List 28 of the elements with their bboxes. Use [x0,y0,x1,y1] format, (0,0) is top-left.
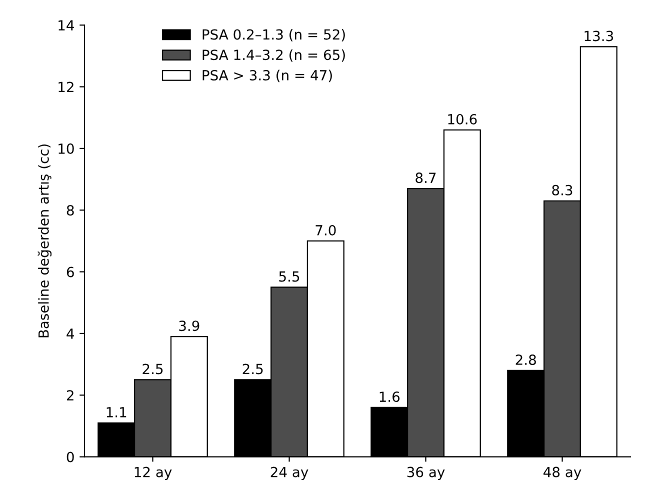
y-tick-label: 6 [66,266,74,278]
y-axis-title: Baseline değerden artış (cc) [38,144,52,338]
y-tick-label: 12 [58,82,74,92]
legend-label: PSA 0.2–1.3 (n = 52) [202,28,345,42]
legend-label: PSA > 3.3 (n = 47) [202,70,332,82]
y-tick-label: 2 [66,390,74,400]
legend-label: PSA 1.4–3.2 (n = 65) [202,49,345,62]
data-label: 10.6 [448,114,477,124]
data-label: 7.0 [316,224,336,236]
data-label: 5.5 [279,271,300,282]
data-label: 2.5 [242,364,263,374]
data-label: 2.5 [142,364,163,374]
x-tick-label: 36 ay [407,466,445,480]
data-label: 2.8 [516,354,536,366]
data-label: 8.7 [416,172,436,184]
data-label: 8.3 [552,184,572,196]
data-label: 3.9 [179,320,200,332]
x-tick-label: 48 ay [544,466,582,480]
y-tick-label: 8 [66,205,74,216]
y-tick-label: 14 [58,20,74,30]
data-label: 1.1 [106,407,126,418]
x-tick-label: 24 ay [270,466,308,480]
x-tick-label: 12 ay [134,466,172,480]
data-label: 1.6 [380,392,400,402]
y-tick-label: 4 [66,328,74,339]
y-tick-label: 10 [58,143,74,154]
data-label: 13.3 [584,30,613,42]
y-tick-label: 0 [66,452,74,462]
